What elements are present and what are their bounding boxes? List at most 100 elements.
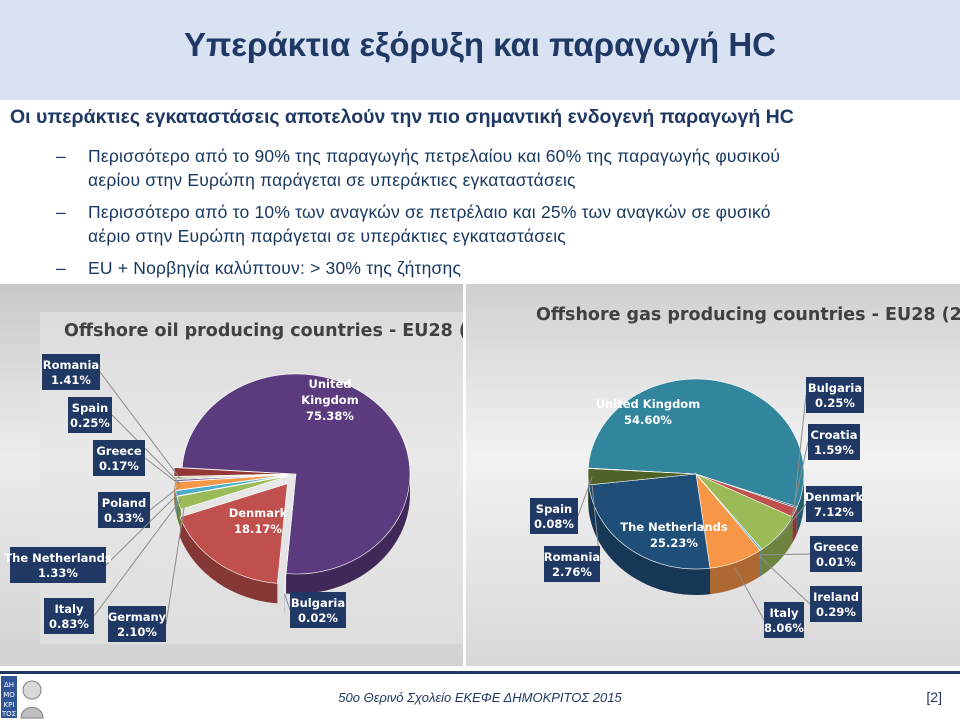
slice-value-label: 1.59% [814, 443, 854, 457]
footer-text: 50ο Θερινό Σχολείο ΕΚΕΦΕ ΔΗΜΟΚΡΙΤΟΣ 2015 [338, 690, 622, 705]
bullet-line: αέριο στην Ευρώπη παράγεται σε υπεράκτιε… [88, 226, 566, 246]
slice-value-label: 1.33% [38, 566, 78, 580]
pie-slice [179, 483, 288, 584]
slice-value-label: 0.33% [104, 511, 144, 525]
callout-box [68, 397, 112, 433]
leader-line [99, 371, 181, 479]
leader-line [759, 553, 811, 556]
callout-box [93, 440, 145, 476]
pie-slice-side [760, 549, 762, 577]
callout-box [44, 598, 94, 634]
slice-value-label: 1.41% [51, 373, 91, 387]
slice-value-label: 0.17% [99, 459, 139, 473]
pie-slice-side [176, 496, 181, 530]
pie-slices [173, 373, 411, 613]
slice-name-label: Italy [55, 602, 84, 616]
slice-name-label: Poland [102, 496, 146, 510]
slice-name-label: Bulgaria [291, 596, 345, 610]
pie-slice-side [588, 484, 711, 595]
bullet-line: Περισσότερο από το 10% των αναγκών σε πε… [88, 202, 771, 222]
slice-value-label: 0.01% [816, 555, 856, 569]
pie-slice-side [286, 474, 411, 594]
slice-name-label: Ireland [813, 590, 859, 604]
pie-slice-side [179, 517, 278, 604]
bullet-line: Περισσότερο από το 90% της παραγωγής πετ… [88, 146, 781, 166]
callout-box [810, 586, 862, 622]
slice-name-label: United [309, 377, 352, 391]
callout-box [810, 536, 862, 572]
callout-box [42, 354, 100, 390]
footer-rule [0, 671, 960, 674]
leader-line [577, 476, 593, 517]
leader-line [775, 503, 807, 541]
charts-area: Offshore oil producing countries - EU28 … [0, 284, 960, 666]
pie-slice [283, 493, 295, 594]
callout-box [530, 498, 578, 534]
pie-slices [587, 378, 805, 595]
slice-name-label: Romania [544, 550, 600, 564]
callout-box [808, 424, 860, 460]
pie-slice [181, 373, 411, 575]
leader-line [144, 457, 181, 486]
slice-value-label: 2.10% [117, 625, 157, 639]
slice-value-label: 2.76% [552, 565, 592, 579]
slice-value-label: 0.29% [816, 605, 856, 619]
callout-box [10, 547, 106, 583]
pie-slice [587, 467, 697, 475]
slice-name-label: United Kingdom [596, 397, 700, 411]
bullet-dash: – [56, 202, 66, 222]
leader-line [758, 555, 811, 605]
pie-slice-side [796, 506, 798, 535]
bullet-item: – EU + Νορβηγία καλύπτουν: > 30% της ζήτ… [56, 256, 946, 280]
title-band [0, 0, 960, 100]
slice-name-label: Denmark [229, 506, 288, 520]
gas-chart-title: Offshore gas producing countries - EU28 … [536, 305, 960, 325]
slice-value-label: 54.60% [624, 413, 672, 427]
slice-name-label: The Netherlands [4, 551, 112, 565]
bullet-line: EU + Νορβηγία καλύπτουν: > 30% της ζήτησ… [88, 258, 462, 278]
callout-box [98, 492, 150, 528]
slice-name-label: Greece [96, 444, 142, 458]
bullet-item: – Περισσότερο από το 90% της παραγωγής π… [56, 144, 946, 192]
slice-value-label: 25.23% [650, 536, 698, 550]
leader-line [165, 507, 185, 625]
leader-line [790, 441, 809, 520]
slice-name-label: Greece [813, 540, 859, 554]
pie-slice [588, 473, 711, 570]
slice-value-label: 0.25% [815, 396, 855, 410]
callout-box [108, 606, 166, 642]
leader-line [93, 498, 183, 617]
slice-value-label: 0.08% [534, 517, 574, 531]
leader-line [149, 485, 181, 511]
leader-line [792, 394, 807, 515]
page-number: [2] [926, 689, 942, 705]
bullet-dash: – [56, 146, 66, 166]
leader-line [111, 414, 181, 484]
slice-name-label: Germany [108, 610, 167, 624]
slice-value-label: 18.17% [234, 522, 282, 536]
slice-name-label: Spain [536, 502, 572, 516]
slice-name-label: Croatia [811, 428, 858, 442]
svg-text:ΤΟΣ: ΤΟΣ [1, 710, 16, 718]
slice-value-label: 0.83% [49, 617, 89, 631]
pie-slice-side [761, 516, 793, 576]
slice-name-label: The Netherlands [620, 520, 728, 534]
bullet-list: – Περισσότερο από το 90% της παραγωγής π… [56, 144, 946, 288]
slice-name-label: Spain [72, 401, 108, 415]
pie-slice-side [710, 550, 761, 595]
slice-value-label: 8.06% [764, 621, 804, 635]
oil-pie-chart: Offshore oil producing countries - EU28 … [4, 312, 463, 644]
leader-line [105, 491, 181, 566]
slice-value-label: 0.02% [298, 611, 338, 625]
slice-value-label: Kingdom [301, 393, 358, 407]
